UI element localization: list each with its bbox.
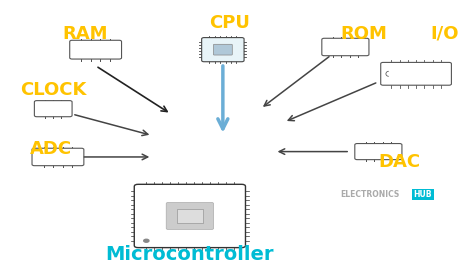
Text: Microcontroller: Microcontroller: [106, 245, 274, 264]
Text: DAC: DAC: [378, 153, 420, 171]
FancyBboxPatch shape: [213, 44, 232, 55]
FancyBboxPatch shape: [322, 38, 369, 56]
FancyBboxPatch shape: [177, 208, 203, 223]
Text: CLOCK: CLOCK: [20, 81, 87, 99]
Text: I/O: I/O: [430, 25, 459, 43]
FancyBboxPatch shape: [355, 144, 402, 160]
FancyBboxPatch shape: [166, 202, 213, 230]
FancyBboxPatch shape: [32, 148, 84, 166]
Text: RAM: RAM: [63, 25, 108, 43]
Circle shape: [144, 239, 149, 242]
Text: ADC: ADC: [30, 140, 72, 158]
FancyBboxPatch shape: [70, 40, 121, 59]
FancyBboxPatch shape: [381, 62, 451, 85]
Text: CPU: CPU: [209, 14, 250, 32]
Text: ELECTRONICS: ELECTRONICS: [341, 190, 400, 199]
Text: HUB: HUB: [414, 190, 432, 199]
FancyBboxPatch shape: [201, 38, 244, 62]
FancyBboxPatch shape: [134, 184, 246, 248]
FancyBboxPatch shape: [35, 101, 72, 117]
Text: ROM: ROM: [341, 25, 388, 43]
